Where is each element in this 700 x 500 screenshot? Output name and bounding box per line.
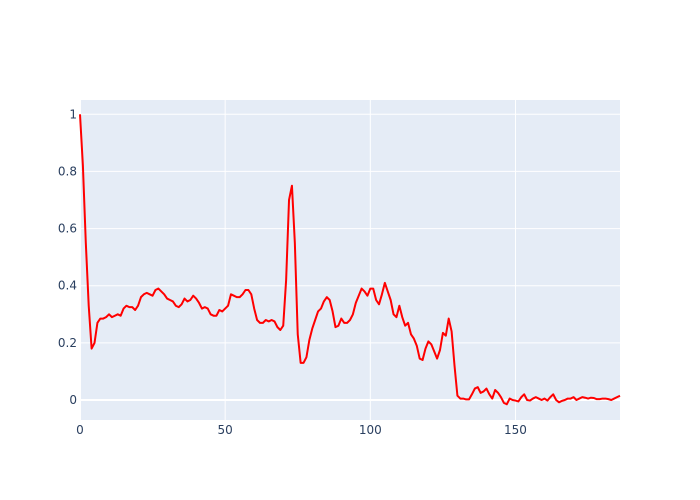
- y-tick-label: 0.4: [58, 279, 77, 293]
- series-line: [79, 114, 621, 406]
- plot-background: [80, 100, 620, 420]
- x-tick-label: 150: [504, 423, 527, 437]
- y-tick-label: 0.6: [58, 222, 77, 236]
- y-tick-label: 1: [69, 107, 77, 121]
- x-axis-ticks: 0 50 100 150: [76, 423, 527, 437]
- x-tick-label: 0: [76, 423, 84, 437]
- x-tick-label: 50: [218, 423, 233, 437]
- y-tick-label: 0.8: [58, 164, 77, 178]
- gridlines: [79, 100, 620, 420]
- x-tick-label: 100: [359, 423, 382, 437]
- y-axis-ticks: 0 0.2 0.4 0.6 0.8 1: [58, 107, 77, 407]
- series-layer: [79, 114, 621, 406]
- y-tick-label: 0.2: [58, 336, 77, 350]
- y-tick-label: 0: [69, 393, 77, 407]
